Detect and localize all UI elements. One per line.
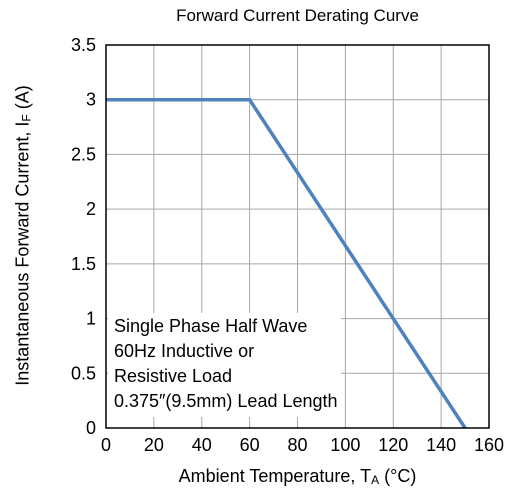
annotation-line: 0.375″(9.5mm) Lead Length <box>114 391 338 411</box>
x-tick-label: 40 <box>192 435 212 455</box>
x-tick-label: 60 <box>240 435 260 455</box>
y-tick-label: 2.5 <box>71 144 96 164</box>
y-tick-label: 0 <box>86 418 96 438</box>
x-tick-label: 160 <box>474 435 504 455</box>
annotation-line: Single Phase Half Wave <box>114 316 308 336</box>
x-tick-label: 100 <box>330 435 360 455</box>
annotation-line: Resistive Load <box>114 366 233 386</box>
y-axis-label-subscript: F <box>19 114 34 122</box>
x-tick-label: 120 <box>378 435 408 455</box>
chart-annotation: Single Phase Half Wave 60Hz Inductive or… <box>108 313 341 417</box>
x-tick-label: 80 <box>287 435 307 455</box>
x-axis-label-main: Ambient Temperature, T <box>178 466 372 486</box>
x-tick-label: 0 <box>101 435 111 455</box>
y-axis-label-main: Instantaneous Forward Current, I <box>12 121 33 386</box>
series-layer <box>106 97 467 429</box>
chart-title: Forward Current Derating Curve <box>176 6 419 25</box>
y-tick-label: 3.5 <box>71 35 96 55</box>
y-tick-label: 0.5 <box>71 363 96 383</box>
x-tick-label: 20 <box>144 435 164 455</box>
x-axis-label: Ambient Temperature, TA (°C) <box>106 466 489 487</box>
annotation-line: 60Hz Inductive or <box>114 341 255 361</box>
plot-frame <box>105 44 490 429</box>
y-axis-label: Instantaneous Forward Current, IF (A) <box>13 46 34 426</box>
x-axis-label-subscript: A <box>371 473 380 487</box>
series-line <box>106 97 467 429</box>
y-tick-label: 1 <box>86 309 96 329</box>
grid-lines <box>106 45 489 428</box>
y-axis-label-unit: (A) <box>12 85 33 115</box>
y-tick-label: 1.5 <box>71 254 96 274</box>
y-tick-label: 3 <box>86 90 96 110</box>
x-tick-label: 140 <box>426 435 456 455</box>
x-axis-label-unit: (°C) <box>379 466 417 486</box>
y-tick-label: 2 <box>86 199 96 219</box>
y-tick-labels: 0 0.5 1 1.5 2 2.5 3 3.5 <box>71 35 96 438</box>
x-tick-labels: 0 20 40 60 80 100 120 140 160 <box>101 435 504 455</box>
